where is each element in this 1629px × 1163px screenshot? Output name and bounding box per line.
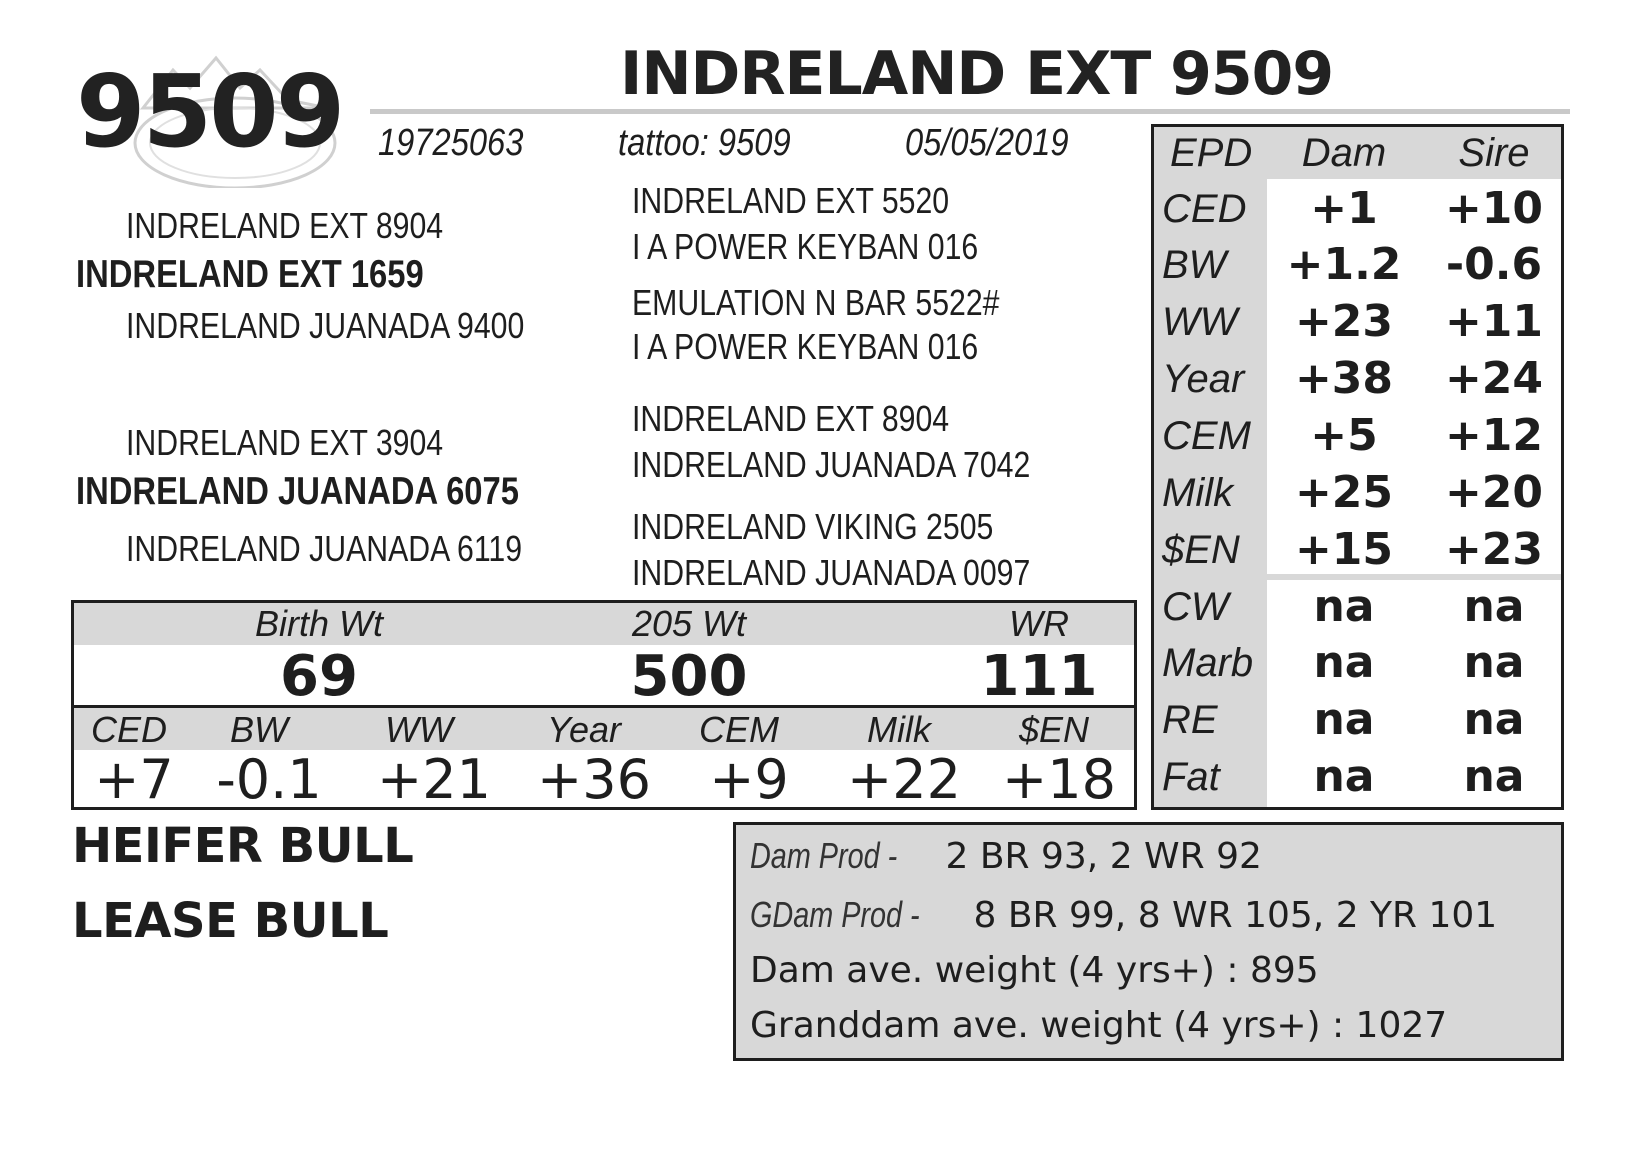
- epd-value-milk: +22: [847, 748, 961, 811]
- performance-divider: [74, 705, 1134, 708]
- epd-row-dam: +1.2: [1286, 239, 1402, 290]
- epd-row-dam: na: [1313, 581, 1375, 632]
- epd-row-label: Milk: [1162, 471, 1234, 515]
- pedigree-sire-sire: INDRELAND EXT 8904: [126, 205, 444, 246]
- animal-name: INDRELAND EXT 9509: [620, 39, 1334, 109]
- epd-label-en: $EN: [1018, 709, 1090, 750]
- epd-row-dam: +5: [1310, 410, 1378, 461]
- epd-label-year: Year: [546, 709, 622, 750]
- epd-row-dam: +15: [1294, 524, 1394, 575]
- epd-row-label: CW: [1162, 585, 1229, 629]
- epd-row-sire: +20: [1444, 467, 1544, 518]
- weaning-weight-label: 205 Wt: [631, 603, 747, 644]
- epd-label-bw: BW: [230, 709, 288, 750]
- epd-header-band: [74, 708, 1134, 750]
- lease-bull-tag: LEASE BULL: [72, 893, 389, 949]
- pedigree-great-grandparent: INDRELAND JUANADA 7042: [632, 444, 1031, 485]
- pedigree-great-grandparent: I A POWER KEYBAN 016: [632, 326, 979, 367]
- epd-row-label: Marb: [1162, 641, 1254, 685]
- weaning-ratio-label: WR: [1009, 603, 1069, 644]
- dam-production: Dam Prod - 2 BR 93, 2 WR 92: [750, 838, 1262, 875]
- epd-row-sire: na: [1463, 751, 1525, 802]
- pedigree-sire: INDRELAND EXT 1659: [76, 253, 424, 296]
- pedigree-great-grandparent: INDRELAND JUANADA 0097: [632, 552, 1031, 593]
- epd-table-header-sire: Sire: [1458, 131, 1530, 175]
- performance-box: Birth Wt 205 Wt WR 69 500 111 CED BW WW …: [71, 600, 1137, 810]
- epd-row-dam: na: [1313, 694, 1375, 745]
- title-divider: [370, 109, 1570, 114]
- epd-row-label: RE: [1162, 698, 1218, 742]
- epd-row-sire: na: [1463, 581, 1525, 632]
- pedigree-great-grandparent: INDRELAND EXT 8904: [632, 398, 950, 439]
- granddam-average-weight: Granddam ave. weight (4 yrs+) : 1027: [750, 1005, 1448, 1046]
- epd-row-label: Year: [1162, 357, 1245, 401]
- epd-row-sire: na: [1463, 637, 1525, 688]
- gdam-prod-value: 8 BR 99, 8 WR 105, 2 YR 101: [962, 895, 1498, 936]
- epd-comparison-table: EPD Dam Sire CED +1 +10 BW +1.2 -0.6 WW …: [1151, 124, 1564, 810]
- pedigree-great-grandparent: EMULATION N BAR 5522#: [632, 282, 1000, 323]
- epd-table-divider: [1154, 574, 1561, 580]
- granddam-production: GDam Prod - 8 BR 99, 8 WR 105, 2 YR 101: [750, 897, 1497, 934]
- pedigree-great-grandparent: INDRELAND VIKING 2505: [632, 506, 994, 547]
- epd-value-ced: +7: [94, 748, 174, 811]
- epd-row-sire: +11: [1444, 296, 1544, 347]
- pedigree-great-grandparent: I A POWER KEYBAN 016: [632, 226, 979, 267]
- weaning-weight-value: 500: [630, 644, 748, 709]
- epd-label-ced: CED: [90, 709, 167, 750]
- weaning-ratio-value: 111: [980, 644, 1098, 709]
- epd-row-sire: +24: [1444, 353, 1544, 404]
- birth-weight-value: 69: [280, 644, 358, 709]
- pedigree-dam: INDRELAND JUANADA 6075: [76, 470, 519, 513]
- dam-prod-label: Dam Prod -: [750, 835, 898, 876]
- epd-row-dam: +25: [1294, 467, 1394, 518]
- production-box: Dam Prod - 2 BR 93, 2 WR 92 GDam Prod - …: [733, 822, 1564, 1061]
- epd-row-dam: na: [1313, 637, 1375, 688]
- epd-row-label: $EN: [1162, 528, 1240, 572]
- birth-weight-label: Birth Wt: [254, 603, 383, 644]
- epd-label-column: [1154, 127, 1267, 807]
- epd-table-header-epd: EPD: [1170, 131, 1253, 175]
- lot-number: 9509: [76, 53, 345, 170]
- epd-value-bw: -0.1: [216, 748, 322, 811]
- epd-row-label: CEM: [1162, 414, 1251, 458]
- epd-row-label: BW: [1162, 243, 1227, 287]
- gdam-prod-label: GDam Prod -: [750, 894, 920, 935]
- ranch-logo-watermark: [133, 55, 337, 188]
- dam-prod-value: 2 BR 93, 2 WR 92: [934, 836, 1262, 877]
- pedigree-dam-dam: INDRELAND JUANADA 6119: [126, 528, 523, 569]
- birth-date: 05/05/2019: [905, 122, 1069, 164]
- epd-label-milk: Milk: [867, 709, 931, 750]
- epd-value-year: +36: [537, 748, 651, 811]
- epd-row-dam: +23: [1294, 296, 1394, 347]
- epd-label-ww: WW: [385, 709, 453, 750]
- epd-row-label: CED: [1162, 187, 1247, 231]
- epd-row-label: WW: [1162, 300, 1238, 344]
- epd-label-cem: CEM: [699, 709, 779, 750]
- pedigree-sire-dam: INDRELAND JUANADA 9400: [126, 305, 525, 346]
- epd-value-cem: +9: [709, 748, 789, 811]
- epd-table-header-dam: Dam: [1301, 131, 1387, 175]
- epd-row-sire: -0.6: [1445, 239, 1543, 290]
- pedigree-dam-sire: INDRELAND EXT 3904: [126, 422, 444, 463]
- registration-number: 19725063: [378, 122, 524, 164]
- epd-row-dam: na: [1313, 751, 1375, 802]
- epd-value-ww: +21: [377, 748, 491, 811]
- epd-row-dam: +1: [1310, 183, 1378, 234]
- pedigree-great-grandparent: INDRELAND EXT 5520: [632, 180, 950, 221]
- epd-row-sire: +23: [1444, 524, 1544, 575]
- epd-row-sire: +10: [1444, 183, 1544, 234]
- epd-value-en: +18: [1002, 748, 1116, 811]
- epd-row-sire: +12: [1444, 410, 1544, 461]
- epd-row-sire: na: [1463, 694, 1525, 745]
- tattoo: tattoo: 9509: [618, 122, 791, 164]
- epd-row-label: Fat: [1162, 755, 1220, 799]
- dam-average-weight: Dam ave. weight (4 yrs+) : 895: [750, 950, 1319, 991]
- epd-table-header: [1154, 127, 1561, 179]
- performance-header-band: [74, 603, 1134, 645]
- epd-row-dam: +38: [1294, 353, 1394, 404]
- heifer-bull-tag: HEIFER BULL: [72, 818, 414, 874]
